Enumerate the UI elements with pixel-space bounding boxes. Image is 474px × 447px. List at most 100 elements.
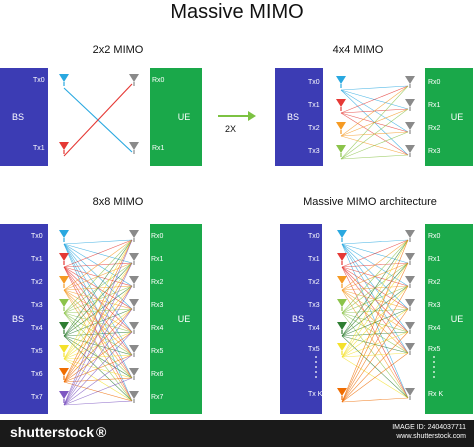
image-id: IMAGE ID: 2404037711 www.shutterstock.co… [392, 423, 466, 441]
tx-label-p8-3: Tx3 [31, 302, 43, 309]
link-p8-6-0 [63, 239, 133, 383]
link-p4-3-2 [340, 131, 409, 160]
rx-antenna-icon-p2-0 [129, 74, 139, 86]
link-p4-1-0 [340, 85, 409, 114]
ue-label-p4: UE [451, 112, 464, 122]
link-pm-6-1 [341, 262, 409, 403]
rx-label-pm-2: Rx2 [428, 279, 441, 286]
bs-block-p2 [0, 68, 48, 166]
tx-label-p8-1: Tx1 [31, 256, 43, 263]
link-p8-7-5 [63, 354, 133, 406]
rx-antenna-icon-pm-5 [405, 343, 415, 355]
link-pm-6-3 [341, 308, 409, 403]
link-p4-3-0 [340, 85, 409, 160]
rx-label-pm-6: Rx K [428, 391, 444, 398]
link-p4-2-0 [340, 85, 409, 137]
link-pm-6-2 [341, 285, 409, 403]
link-pm-0-0 [341, 239, 409, 245]
link-pm-6-4 [341, 331, 409, 403]
ue-label-pm: UE [451, 314, 464, 324]
link-pm-6-6 [341, 397, 409, 403]
tx-antenna-icon-p8-1 [59, 253, 69, 265]
rx-label-p8-5: Rx5 [151, 348, 164, 355]
rx-antenna-icon-p8-7 [129, 391, 139, 403]
rx-antenna-icon-p8-5 [129, 345, 139, 357]
tx-antenna-icon-pm-3 [337, 299, 347, 311]
rx-label-p2-1: Rx1 [152, 145, 165, 152]
links-p2 [63, 83, 133, 157]
rx-label-p8-6: Rx6 [151, 371, 164, 378]
tx-label-pm-0: Tx0 [308, 233, 320, 240]
rx-label-p4-3: Rx3 [428, 148, 441, 155]
tx-antenna-icon-p8-7 [59, 391, 69, 403]
tx-antenna-icon-p8-2 [59, 276, 69, 288]
panel-title-8x8: 8x8 MIMO [92, 196, 144, 208]
rx-antenna-icon-p8-2 [129, 276, 139, 288]
rx-antenna-icon-pm-1 [405, 253, 415, 265]
scale-arrow-label: 2X [225, 124, 237, 134]
rx-antenna-icon-p8-4 [129, 322, 139, 334]
link-p8-4-0 [63, 239, 133, 337]
link-pm-4-1 [341, 262, 409, 337]
tx-antenna-icon-p2-1 [59, 142, 69, 154]
link-p8-7-0 [63, 239, 133, 406]
rx-label-p8-3: Rx3 [151, 302, 164, 309]
bs-block-p8 [0, 224, 48, 414]
tx-antenna-icon-pm-4 [337, 322, 347, 334]
tx-antenna-icon-p8-5 [59, 345, 69, 357]
link-pm-5-0 [341, 239, 409, 358]
link-pm-4-4 [341, 331, 409, 337]
bs-block-pm [280, 224, 322, 414]
link-pm-2-0 [341, 239, 409, 291]
rx-label-p8-7: Rx7 [151, 394, 164, 401]
tx-label-p8-5: Tx5 [31, 348, 43, 355]
ue-block-pm [425, 224, 473, 414]
ue-label-p8: UE [178, 314, 191, 324]
ue-block-p2 [150, 68, 202, 166]
tx-label-p4-0: Tx0 [308, 79, 320, 86]
site-url: www.shutterstock.com [396, 433, 466, 440]
link-pm-4-3 [341, 308, 409, 337]
tx-label-p2-0: Tx0 [33, 77, 45, 84]
links-pm [341, 239, 409, 403]
tx-antenna-icon-p2-0 [59, 74, 69, 86]
tx-antenna-icon-p8-4 [59, 322, 69, 334]
rx-label-p8-4: Rx4 [151, 325, 164, 332]
tx-label-p4-1: Tx1 [308, 102, 320, 109]
tx-antenna-icon-p8-6 [59, 368, 69, 380]
shutterstock-logo: shutterstock ® [10, 424, 106, 440]
rx-antenna-icon-p8-1 [129, 253, 139, 265]
links-p8 [63, 239, 133, 406]
ue-label-p2: UE [178, 112, 191, 122]
bs-block-p4 [275, 68, 323, 166]
link-p8-7-6 [63, 377, 133, 406]
rx-label-pm-5: Rx5 [428, 346, 441, 353]
brand-text: shutterstock [10, 424, 95, 440]
bs-label-p8: BS [12, 314, 24, 324]
tx-antenna-icon-p8-3 [59, 299, 69, 311]
tx-antenna-icon-pm-6 [337, 388, 347, 400]
rx-label-p8-0: Rx0 [151, 233, 164, 240]
tx-label-p8-7: Tx7 [31, 394, 43, 401]
link-p4-0-0 [340, 85, 409, 91]
link-pm-6-0 [341, 239, 409, 403]
tx-label-p8-0: Tx0 [31, 233, 43, 240]
tx-label-pm-6: Tx K [308, 391, 323, 398]
bs-label-p4: BS [287, 112, 299, 122]
tx-antenna-icon-p4-0 [336, 76, 346, 88]
link-p4-3-3 [340, 154, 409, 160]
link-p8-3-0 [63, 239, 133, 314]
bs-label-pm: BS [292, 314, 304, 324]
image-id-label: IMAGE ID: 2404037711 [392, 424, 466, 431]
rx-antenna-icon-pm-3 [405, 299, 415, 311]
rx-label-p2-0: Rx0 [152, 77, 165, 84]
link-pm-4-0 [341, 239, 409, 337]
link-p2-1-0 [63, 83, 133, 157]
link-p8-0-0 [63, 239, 133, 245]
tx-antenna-icon-pm-1 [337, 253, 347, 265]
registered-icon: ® [96, 424, 107, 440]
link-p8-7-7 [63, 400, 133, 406]
link-pm-3-0 [341, 239, 409, 314]
rx-antenna-icon-p4-2 [405, 122, 415, 134]
link-pm-6-5 [341, 352, 409, 403]
